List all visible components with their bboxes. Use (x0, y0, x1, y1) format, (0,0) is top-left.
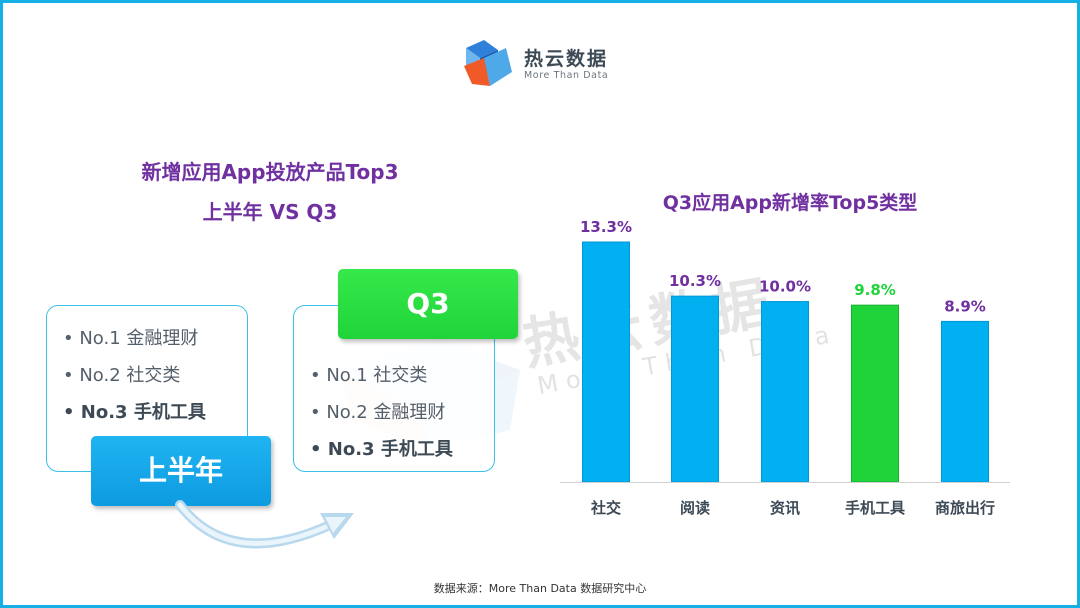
left-title-line2: 上半年 VS Q3 (202, 200, 338, 224)
bar-3 (851, 304, 899, 483)
category-label-1: 阅读 (680, 499, 710, 517)
q3-rank-2: No.2 金融理财 (310, 398, 445, 424)
bar-0 (582, 241, 630, 483)
category-label-4: 商旅出行 (935, 499, 995, 517)
bar-value-label-2: 10.0% (759, 278, 811, 296)
q3-rank-3: No.3 手机工具 (310, 435, 453, 461)
data-source: 数据来源：More Than Data 数据研究中心 (433, 582, 647, 595)
h1-rank-2: No.2 社交类 (63, 361, 180, 387)
q3-tag: Q3 (338, 269, 518, 339)
bar-value-label-4: 8.9% (944, 297, 986, 315)
q3-rank-1: No.1 社交类 (310, 361, 427, 387)
bar-value-label-1: 10.3% (669, 272, 721, 290)
cube-logo-icon (464, 40, 512, 86)
logo-tagline: More Than Data (524, 70, 609, 81)
chart-title: Q3应用App新增率Top5类型 (662, 192, 918, 214)
bar-2 (761, 301, 809, 483)
left-title-line1: 新增应用App投放产品Top3 (141, 160, 399, 184)
category-label-3: 手机工具 (845, 499, 905, 517)
category-label-2: 资讯 (770, 499, 800, 517)
bar-4 (941, 320, 989, 483)
h1-tag: 上半年 (91, 436, 271, 506)
curved-arrow-icon (175, 500, 354, 549)
h1-rank-1: No.1 金融理财 (63, 324, 198, 350)
h1-rank-3: No.3 手机工具 (63, 398, 206, 424)
brand-logo: 热云数据 More Than Data (462, 36, 632, 92)
bar-value-label-3: 9.8% (854, 281, 896, 299)
bar-value-label-0: 13.3% (580, 218, 632, 236)
logo-name: 热云数据 (524, 48, 609, 70)
bar-1 (671, 295, 719, 483)
category-label-0: 社交 (590, 499, 621, 517)
